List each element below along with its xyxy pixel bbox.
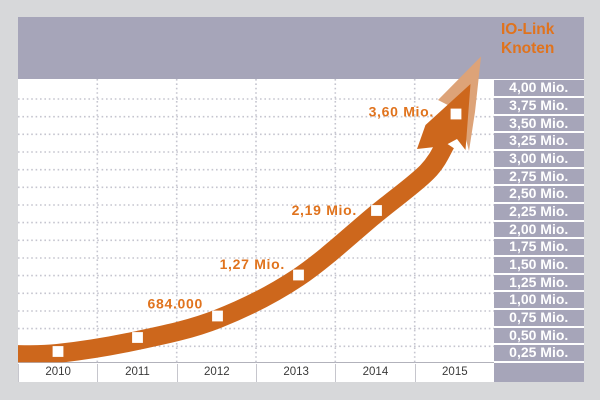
svg-text:684.000: 684.000: [147, 296, 203, 312]
svg-text:1,27 Mio.: 1,27 Mio.: [220, 256, 285, 272]
svg-text:3,60 Mio.: 3,60 Mio.: [369, 104, 434, 120]
svg-text:2,19 Mio.: 2,19 Mio.: [292, 202, 357, 218]
